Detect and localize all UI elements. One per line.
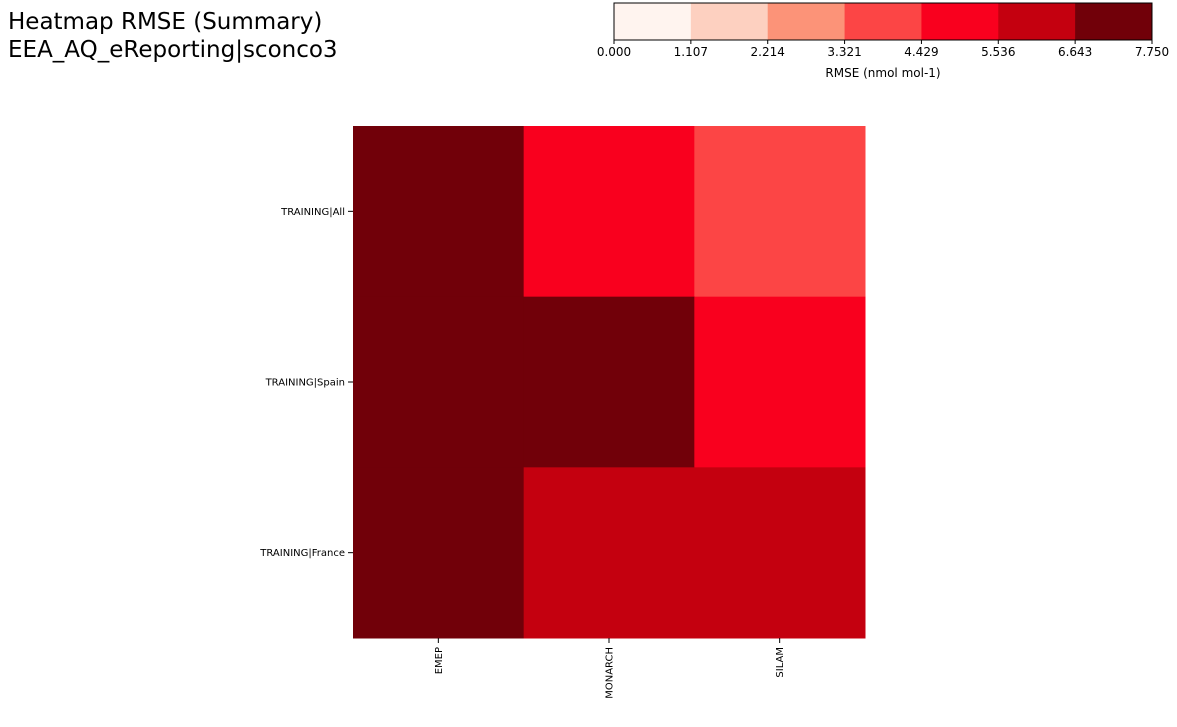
heatmap-cell xyxy=(694,467,866,639)
y-axis: TRAINING|All TRAINING|Spain TRAINING|Franc… xyxy=(259,207,353,559)
colorbar-label: RMSE (nmol mol-1) xyxy=(825,66,940,80)
colorbar-bin xyxy=(690,3,769,40)
colorbar-tick-label: 1.107 xyxy=(674,45,708,59)
chart-title: Heatmap RMSE (Summary) EEA_AQ_eReporting… xyxy=(8,8,338,64)
colorbar-frame xyxy=(613,2,1153,41)
heatmap-grid xyxy=(353,126,866,639)
colorbar-tick-label: 6.643 xyxy=(1058,45,1092,59)
chart-title-line-2: EEA_AQ_eReporting|sconco3 xyxy=(8,37,338,63)
heatmap-cell xyxy=(353,296,525,468)
heatmap-cell xyxy=(694,296,866,468)
heatmap-cell xyxy=(353,126,525,298)
y-tick-label: TRAINING|All xyxy=(280,207,345,218)
colorbar: 0.000 1.107 2.214 3.321 4.429 5.536 6.643 7.750… xyxy=(597,2,1169,80)
y-tick-label: TRAINING|Spain xyxy=(265,378,345,389)
heatmap-cell xyxy=(523,467,695,639)
heatmap-cell xyxy=(523,126,695,298)
chart-title-line-1: Heatmap RMSE (Summary) xyxy=(8,9,323,35)
heatmap-cell xyxy=(353,467,525,639)
colorbar-tick-label: 5.536 xyxy=(981,45,1015,59)
colorbar-tick-label: 3.321 xyxy=(827,45,861,59)
x-axis: EMEP MONARCH SILAM xyxy=(434,638,786,699)
colorbar-bin xyxy=(844,3,922,40)
heatmap-cell xyxy=(694,126,866,298)
colorbar-bin xyxy=(921,3,999,40)
colorbar-tick-label: 7.750 xyxy=(1135,45,1169,59)
x-tick-label: SILAM xyxy=(775,647,786,678)
colorbar-bin xyxy=(998,3,1076,40)
y-tick-label: TRAINING|France xyxy=(259,548,345,559)
colorbar-bin xyxy=(767,3,846,40)
x-tick-label: EMEP xyxy=(434,647,445,674)
colorbar-tick-label: 0.000 xyxy=(597,45,631,59)
heatmap-cell xyxy=(523,296,695,468)
colorbar-bin xyxy=(1075,3,1153,40)
colorbar-tick-label: 4.429 xyxy=(904,45,938,59)
colorbar-bin xyxy=(614,3,692,40)
colorbar-tick-label: 2.214 xyxy=(751,45,785,59)
x-tick-label: MONARCH xyxy=(605,647,616,699)
